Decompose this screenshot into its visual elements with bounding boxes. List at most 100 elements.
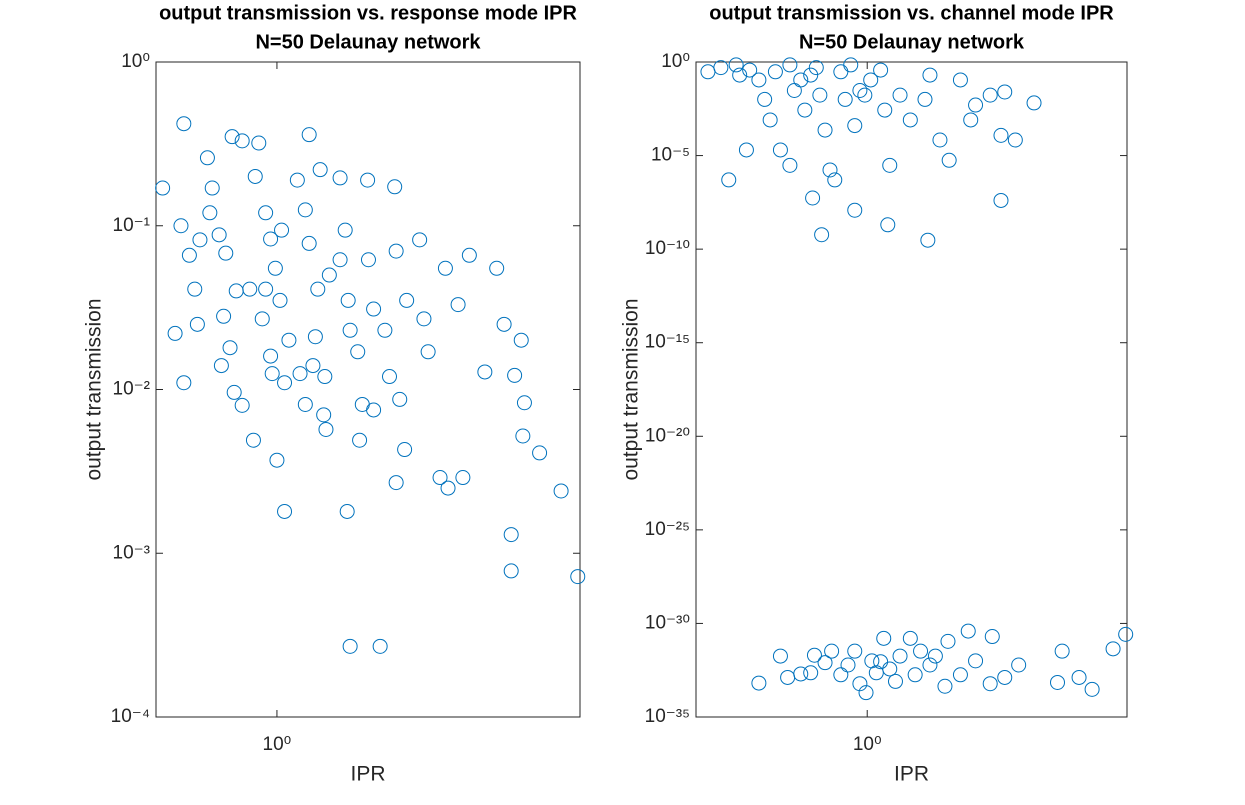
point <box>301 235 317 251</box>
point <box>337 222 353 238</box>
point <box>381 369 397 385</box>
point <box>858 685 874 701</box>
point <box>377 322 393 338</box>
point <box>857 87 873 103</box>
point <box>913 643 929 659</box>
point <box>793 72 809 88</box>
point <box>1105 641 1121 657</box>
point <box>181 247 197 263</box>
point <box>477 364 493 380</box>
point <box>213 358 229 374</box>
point <box>503 563 519 579</box>
point <box>817 122 833 138</box>
point <box>399 292 415 308</box>
point <box>350 344 366 360</box>
point <box>321 267 337 283</box>
point <box>803 67 819 83</box>
point <box>274 222 290 238</box>
point <box>1118 626 1134 642</box>
point <box>263 348 279 364</box>
point <box>868 665 884 681</box>
point <box>738 142 754 158</box>
x-axis-label: IPR <box>350 763 385 786</box>
point <box>316 407 332 423</box>
point <box>902 112 918 128</box>
point <box>907 667 923 683</box>
point <box>806 647 822 663</box>
point <box>412 232 428 248</box>
point <box>267 260 283 276</box>
point <box>420 344 436 360</box>
point <box>843 57 859 73</box>
point <box>751 675 767 691</box>
point <box>917 91 933 107</box>
point <box>852 676 868 692</box>
point <box>984 629 1000 645</box>
point <box>289 172 305 188</box>
point <box>297 202 313 218</box>
axes-box <box>155 61 581 718</box>
point <box>516 395 532 411</box>
point <box>732 67 748 83</box>
point <box>877 102 893 118</box>
point <box>1007 132 1023 148</box>
point <box>234 133 250 149</box>
point <box>880 217 896 233</box>
point <box>461 247 477 263</box>
point <box>1026 95 1042 111</box>
point <box>437 260 453 276</box>
point <box>281 332 297 348</box>
point <box>824 643 840 659</box>
point <box>882 157 898 173</box>
point <box>713 60 729 76</box>
point <box>772 142 788 158</box>
point <box>264 366 280 382</box>
point <box>837 91 853 107</box>
point <box>922 67 938 83</box>
point <box>833 667 849 683</box>
point <box>892 87 908 103</box>
point <box>507 367 523 383</box>
point <box>176 375 192 391</box>
point <box>803 665 819 681</box>
point <box>993 127 1009 143</box>
point <box>1050 674 1066 690</box>
point <box>742 62 758 78</box>
point <box>258 205 274 221</box>
point <box>940 633 956 649</box>
point <box>782 57 798 73</box>
point <box>960 623 976 639</box>
point <box>515 428 531 444</box>
point <box>204 180 220 196</box>
point <box>432 470 448 486</box>
point <box>847 643 863 659</box>
point <box>1054 643 1070 659</box>
y-tick-label: 10⁻² <box>113 379 151 400</box>
point <box>176 116 192 132</box>
point <box>416 311 432 327</box>
point <box>847 118 863 134</box>
chart-title: output transmission vs. channel mode IPR <box>709 2 1114 24</box>
y-tick-label: 10⁰ <box>661 51 690 72</box>
point <box>211 227 227 243</box>
y-axis-label: output transmission <box>620 298 643 480</box>
point <box>852 82 868 98</box>
point <box>305 358 321 374</box>
point <box>366 301 382 317</box>
point <box>222 340 238 356</box>
point <box>440 480 456 496</box>
point <box>805 190 821 206</box>
point <box>873 62 889 78</box>
point <box>762 112 778 128</box>
point <box>272 292 288 308</box>
point <box>814 227 830 243</box>
point <box>496 316 512 332</box>
point <box>887 673 903 689</box>
point <box>728 57 744 73</box>
point <box>292 366 308 382</box>
y-tick-label: 10⁻³⁰ <box>645 612 690 633</box>
point <box>963 112 979 128</box>
point <box>173 218 189 234</box>
point <box>982 676 998 692</box>
point <box>342 638 358 654</box>
